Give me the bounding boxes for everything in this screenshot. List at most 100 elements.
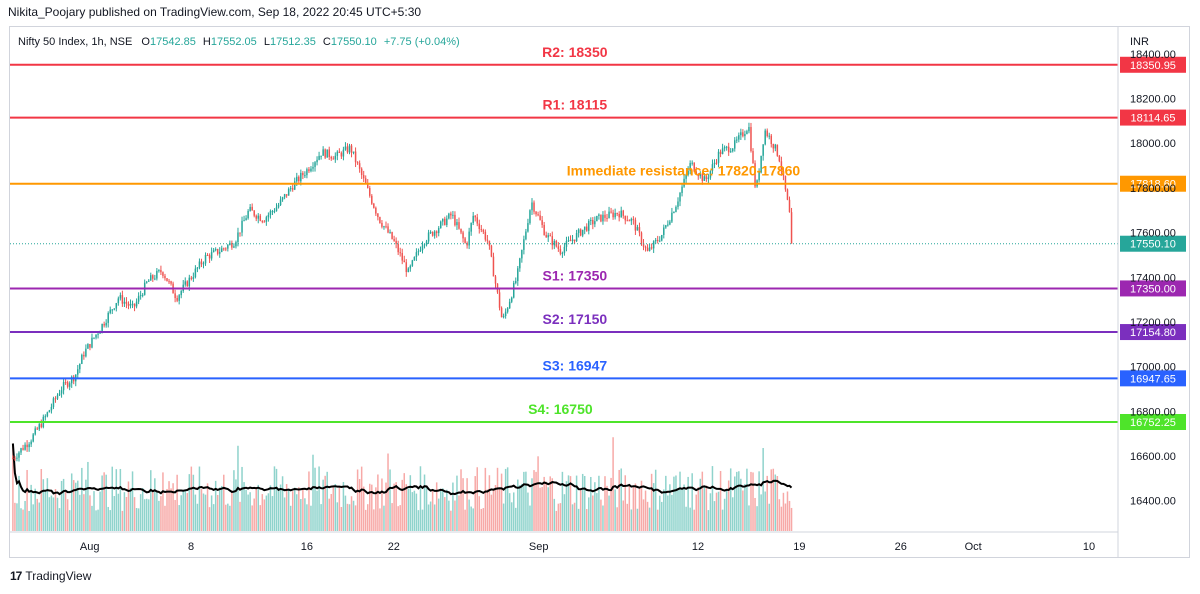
volume-bar	[673, 476, 675, 531]
candle-body	[109, 309, 111, 313]
candle-body	[178, 295, 180, 301]
candle-body	[328, 149, 330, 157]
candle-body	[772, 143, 775, 149]
candle-body	[703, 176, 706, 181]
volume-bar	[466, 478, 468, 531]
candle-body	[30, 441, 32, 445]
volume-bar	[87, 461, 89, 531]
candle-body	[478, 223, 481, 230]
volume-bar	[494, 484, 497, 531]
candle-body	[81, 354, 83, 364]
volume-bar	[442, 488, 444, 531]
volume-bar	[190, 466, 193, 531]
last-price-tag-text: 17550.10	[1130, 239, 1176, 251]
volume-bar	[533, 470, 535, 531]
volume-bar	[689, 507, 691, 531]
volume-bar	[738, 471, 740, 531]
volume-bar	[754, 497, 756, 531]
volume-bar	[14, 502, 16, 531]
volume-bar	[723, 498, 726, 531]
volume-bar	[127, 481, 130, 531]
volume-bar	[283, 497, 286, 531]
volume-bar	[454, 500, 456, 531]
volume-bar	[711, 466, 714, 531]
candle-body	[85, 348, 87, 357]
candle-body	[557, 246, 560, 249]
candle-body	[462, 232, 464, 239]
candle-body	[419, 250, 422, 252]
candle-body	[145, 281, 148, 283]
candle-body	[638, 227, 641, 233]
candle-body	[131, 303, 134, 305]
candle-body	[298, 176, 300, 182]
candle-body	[411, 260, 414, 266]
volume-bar	[697, 487, 700, 531]
candle-body	[608, 211, 610, 219]
volume-bar	[137, 508, 140, 531]
volume-bar	[531, 478, 533, 531]
candle-body	[105, 322, 107, 326]
candle-body	[162, 272, 164, 276]
candle-body	[48, 410, 51, 413]
candle-body	[64, 382, 67, 384]
y-tick-label: 17400.00	[1130, 272, 1176, 284]
candle-body	[338, 151, 341, 153]
volume-bar	[123, 492, 126, 531]
volume-bar	[446, 489, 448, 531]
volume-bar	[756, 506, 758, 531]
candle-body	[121, 295, 124, 304]
candle-body	[127, 303, 130, 306]
volume-bar	[695, 494, 697, 531]
candle-body	[719, 151, 722, 154]
volume-bar	[214, 480, 217, 531]
candle-body	[208, 255, 211, 259]
candle-body	[474, 215, 476, 218]
volume-bar	[784, 503, 787, 531]
volume-bar	[766, 475, 768, 531]
candle-body	[366, 183, 369, 188]
volume-bar	[665, 475, 667, 531]
candle-body	[579, 229, 582, 236]
volume-bar	[145, 498, 148, 531]
volume-bar	[176, 474, 178, 531]
volume-bar	[379, 508, 381, 531]
candle-body	[701, 173, 704, 181]
volume-bar	[612, 437, 614, 531]
candle-body	[36, 428, 38, 430]
volume-bar	[393, 483, 395, 531]
footer-brand[interactable]: TradingView	[25, 569, 92, 583]
volume-bar	[559, 503, 562, 531]
volume-bar	[208, 507, 211, 531]
candle-body	[450, 213, 452, 216]
candle-body	[778, 155, 781, 162]
candle-body	[776, 144, 779, 156]
candle-body	[198, 261, 201, 268]
legend-high: 17552.05	[211, 36, 257, 48]
y-tick-label: 18000.00	[1130, 138, 1176, 150]
volume-bar	[642, 499, 645, 531]
volume-bar	[42, 479, 45, 531]
volume-bar	[131, 471, 134, 531]
candle-body	[658, 240, 661, 242]
volume-bar	[89, 495, 91, 531]
volume-bar	[247, 494, 249, 531]
candle-body	[352, 151, 355, 153]
volume-bar	[275, 468, 278, 531]
volume-bar	[778, 499, 781, 531]
volume-bar	[654, 469, 657, 531]
volume-bar	[350, 496, 353, 531]
candle-body	[233, 246, 235, 248]
volume-bar	[515, 507, 517, 531]
candle-body	[448, 213, 450, 219]
y-tick-label: 18400.00	[1130, 49, 1176, 61]
candle-body	[160, 270, 162, 273]
volume-bar	[375, 487, 377, 531]
volume-bar	[663, 489, 665, 531]
volume-bar	[403, 473, 405, 531]
volume-bar	[172, 483, 174, 531]
candle-body	[263, 221, 266, 223]
candle-body	[685, 174, 687, 179]
candle-body	[385, 226, 387, 228]
candle-body	[91, 337, 93, 348]
